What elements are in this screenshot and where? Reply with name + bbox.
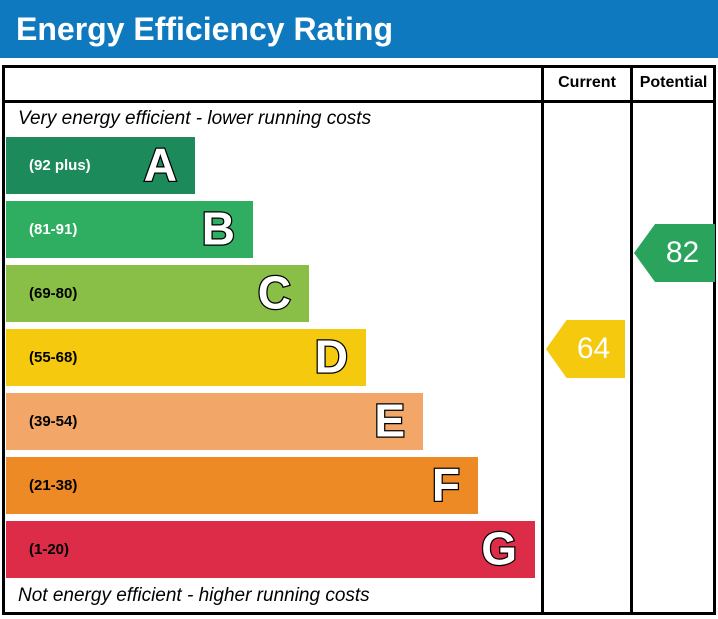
band-D: (55-68) D: [6, 329, 366, 386]
band-C: (69-80) C: [6, 265, 309, 322]
band-letter-C: C: [257, 266, 293, 319]
title-bar: Energy Efficiency Rating: [0, 0, 718, 58]
band-A: (92 plus) A: [6, 137, 195, 194]
band-range-label-F: (21-38): [29, 477, 78, 494]
band-F: (21-38) F: [6, 457, 478, 514]
band-B: (81-91) B: [6, 201, 253, 258]
header-row-divider: [2, 100, 716, 103]
band-range-label-C: (69-80): [29, 285, 78, 302]
band-letter-D: D: [314, 330, 350, 383]
band-range-label-D: (55-68): [29, 349, 78, 366]
band-letter-G: G: [480, 522, 518, 575]
band-letter-A: A: [143, 138, 179, 191]
band-letter-E: E: [373, 394, 406, 447]
band-range-label-B: (81-91): [29, 221, 78, 238]
potential-rating-value: 82: [665, 236, 700, 269]
band-letter-B: B: [201, 202, 237, 255]
band-range-label-G: (1-20): [29, 541, 70, 558]
top-note: Very energy efficient - lower running co…: [18, 108, 372, 129]
column-header-current: Current: [558, 74, 616, 91]
potential-column-divider: [630, 65, 633, 615]
band-G: (1-20) G: [6, 521, 535, 578]
band-letter-F: F: [431, 458, 462, 511]
page-title: Energy Efficiency Rating: [16, 10, 393, 47]
column-header-potential: Potential: [639, 74, 708, 91]
bottom-note: Not energy efficient - higher running co…: [18, 585, 370, 606]
current-rating-value: 64: [576, 332, 611, 365]
band-E: (39-54) E: [6, 393, 423, 450]
band-range-label-A: (92 plus): [29, 157, 91, 174]
current-column-divider: [541, 65, 544, 615]
band-range-label-E: (39-54): [29, 413, 78, 430]
